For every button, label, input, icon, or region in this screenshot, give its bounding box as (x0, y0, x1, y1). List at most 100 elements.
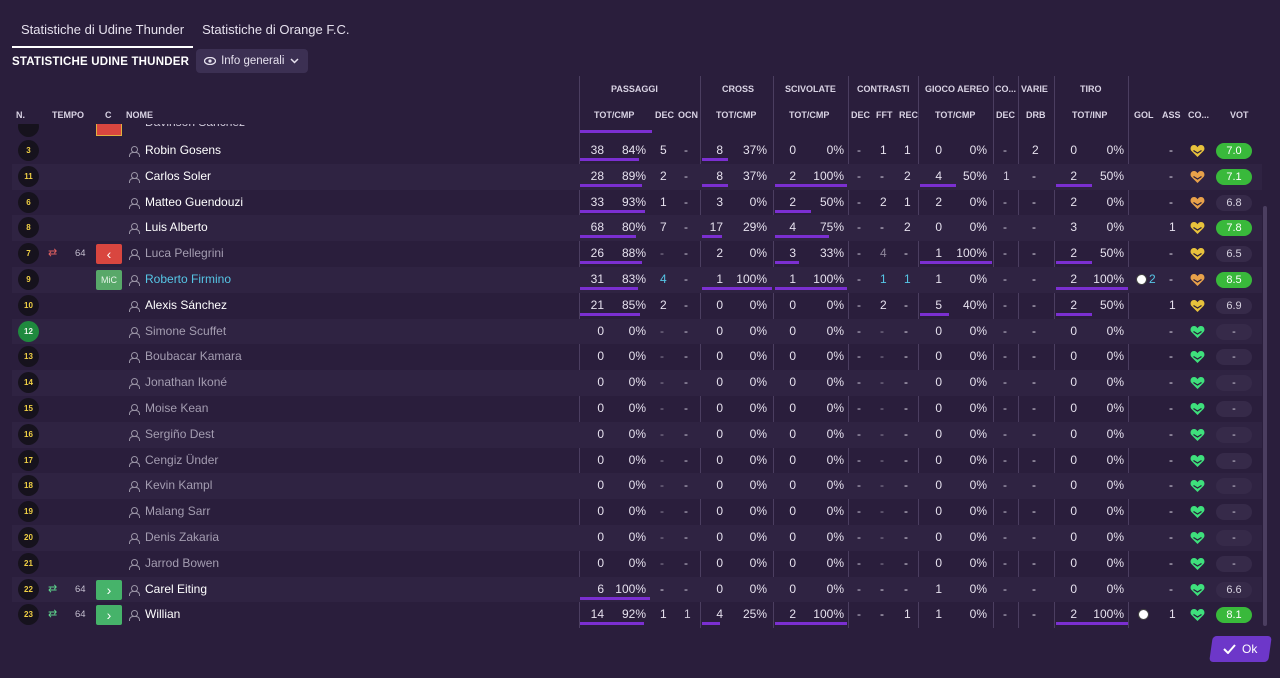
col-tiro-tot[interactable]: TOT/INP (1072, 110, 1108, 120)
player-name[interactable]: Simone Scuffet (145, 323, 227, 338)
player-name[interactable]: Roberto Firmino (145, 272, 232, 286)
person-icon (129, 171, 140, 183)
player-name[interactable]: Carlos Soler (145, 168, 212, 183)
player-name[interactable]: Alexis Sánchez (145, 297, 228, 312)
table-row[interactable]: 15 Moise Kean 0 0% - -0 0% 0 0% - - -0 0% - -0 0% - - (0, 396, 1262, 422)
group-varie: VARIE (1021, 84, 1048, 94)
table-row[interactable]: 6 Matteo Guendouzi 33 93% 1-3 0% 2 50% -2 1 2 0% - -2… (0, 190, 1262, 216)
player-name[interactable]: Boubacar Kamara (145, 349, 242, 364)
dribbles: - (1032, 426, 1036, 441)
shirt-number: 10 (18, 294, 39, 316)
aerial-total: 0 (935, 452, 942, 467)
col-sciv-tot[interactable]: TOT/CMP (789, 110, 830, 120)
col-c[interactable]: C (105, 110, 112, 120)
table-row[interactable]: 14 Jonathan Ikoné 0 0% - -0 0% 0 0% - - -0 0% - -0 0% - - (0, 370, 1262, 396)
pass-pct: 80% (621, 220, 646, 235)
player-name[interactable]: Jonathan Ikoné (145, 375, 228, 390)
table-row[interactable]: 13 Boubacar Kamara 0 0% - -0 0% 0 0% - - -0 0% - -0 0% -… (0, 344, 1262, 370)
col-cross-tot[interactable]: TOT/CMP (716, 110, 757, 120)
table-row[interactable]: 17 Cengiz Ünder 0 0% - -0 0% 0 0% - - -0 0% - -0 0% - - (0, 448, 1262, 474)
table-row[interactable]: 11 Carlos Soler 28 89% 2-8 37% 2 100% - -2 4 50% 1-2… (0, 163, 1262, 190)
aerial-pct: 0% (969, 504, 987, 519)
aerial-pct: 0% (969, 220, 987, 235)
col-number[interactable]: N. (16, 110, 25, 120)
col-pass-dec[interactable]: DEC (655, 110, 675, 120)
player-name[interactable]: Luca Pellegrini (145, 246, 224, 261)
player-name[interactable]: Denis Zakaria (145, 530, 220, 544)
tab-orange-fc[interactable]: Statistiche di Orange F.C. (202, 22, 350, 37)
co-dec: - (1003, 349, 1007, 364)
col-con-rec[interactable]: REC (899, 110, 919, 120)
table-row[interactable]: 12 Simone Scuffet 0 0% - -0 0% 0 0% - - -0 0% - -0 0% - - (0, 318, 1262, 345)
table-row[interactable]: 9 MiC Roberto Firmino 31 83% 4-1 100% 1 100% -1 1 1… (0, 267, 1262, 293)
table-row[interactable]: 16 Sergiño Dest 0 0% - -0 0% 0 0% - - -0 0% - -0 0% - - (0, 421, 1262, 448)
tackle-total: 0 (789, 426, 796, 441)
player-name[interactable]: Willian (145, 607, 181, 622)
tackle-bar (775, 622, 847, 626)
view-dropdown[interactable]: Info generali (196, 49, 309, 73)
co-dec: - (1003, 246, 1007, 261)
aerial-total: 0 (935, 426, 942, 441)
condition-heart-icon (1190, 351, 1205, 364)
player-name[interactable]: Luis Alberto (145, 220, 208, 235)
table-row[interactable]: 8 Luis Alberto 68 80% 7-17 29% 4 75% - -2 0 0% - -3 0%… (0, 215, 1262, 242)
col-ass[interactable]: ASS (1162, 110, 1181, 120)
shirt-number: 6 (18, 191, 39, 213)
divider (918, 76, 919, 628)
col-con-fft[interactable]: FFT (876, 110, 893, 120)
table-row[interactable]: 18 Kevin Kampl 0 0% - -0 0% 0 0% - - -0 0% - -0 0% - - (0, 473, 1262, 500)
divider (773, 76, 774, 628)
contest-rec: - (904, 426, 908, 441)
table-row[interactable]: 10 Alexis Sánchez 21 85% 2-0 0% 0 0% -2-5 40% - -2 5… (0, 293, 1262, 319)
player-name[interactable]: Sergiño Dest (145, 426, 215, 441)
table-row[interactable]: 22 ⇄ 64 › Carel Eiting 6 100% - -0 0% 0 0% - - -1 0% - -0… (0, 576, 1262, 603)
col-gol[interactable]: GOL (1134, 110, 1154, 120)
co-dec: - (1003, 323, 1007, 338)
ok-button[interactable]: Ok (1209, 636, 1272, 662)
table-row[interactable]: 19 Malang Sarr 0 0% - -0 0% 0 0% - - -0 0% - -0 0% - - (0, 499, 1262, 525)
col-pass-ocn[interactable]: OCN (678, 110, 698, 120)
cross-pct: 0% (749, 530, 767, 544)
condition-heart-icon (1190, 454, 1205, 467)
table-row[interactable]: 7 ⇄ 64 ‹ Luca Pellegrini 26 88% - -2 0% 3 33% -4-1 10… (0, 241, 1262, 267)
rating-badge: - (1216, 375, 1252, 392)
col-co-dec[interactable]: DEC (996, 110, 1016, 120)
col-tempo[interactable]: TEMPO (52, 110, 85, 120)
col-pass-tot[interactable]: TOT/CMP (594, 110, 635, 120)
col-co[interactable]: CO... (1188, 110, 1210, 120)
pass-ocn: - (684, 220, 688, 235)
col-vot[interactable]: VOT (1230, 110, 1249, 120)
col-con-dec[interactable]: DEC (851, 110, 871, 120)
pass-ocn: - (684, 504, 688, 519)
cross-total: 17 (709, 220, 723, 235)
player-name[interactable]: Carel Eiting (145, 581, 208, 596)
tab-udine-thunder[interactable]: Statistiche di Udine Thunder (12, 14, 194, 48)
shots-pct: 0% (1106, 323, 1124, 338)
divider (848, 76, 849, 628)
table-row[interactable]: 20 Denis Zakaria 0 0% - -0 0% 0 0% - - -0 0% - -0 0% - - (0, 525, 1262, 551)
cross-pct: 0% (749, 194, 767, 209)
player-name[interactable]: Matteo Guendouzi (145, 194, 244, 209)
player-name[interactable]: Malang Sarr (145, 504, 211, 519)
scrollbar[interactable] (1263, 206, 1267, 626)
col-nome[interactable]: NOME (126, 110, 153, 120)
co-dec: - (1003, 401, 1007, 415)
player-name[interactable]: Kevin Kampl (145, 478, 213, 493)
rating-badge: - (1216, 452, 1252, 469)
player-name[interactable]: Jarrod Bowen (145, 555, 220, 570)
aerial-pct: 0% (969, 607, 987, 622)
shots-pct: 100% (1093, 607, 1124, 622)
table-row[interactable]: 21 Jarrod Bowen 0 0% - -0 0% 0 0% - - -0 0% - -0 0% - - (0, 551, 1262, 577)
player-name[interactable]: Cengiz Ünder (145, 452, 219, 467)
shots-bar (1056, 183, 1092, 187)
table-row[interactable]: 3 Robin Gosens 38 84% 5-8 37% 0 0% -1 1 0 0% -2 0 0% -7… (0, 138, 1262, 164)
player-name[interactable]: Robin Gosens (145, 143, 222, 157)
col-aereo-tot[interactable]: TOT/CMP (935, 110, 976, 120)
rating-badge: - (1216, 530, 1252, 546)
contest-dec: - (857, 143, 861, 157)
table-row[interactable]: 23 ⇄ 64 › Willian 14 92% 1 1 4 25% 2 100% - -1 1 0% - -2 10… (0, 602, 1262, 628)
divider (579, 76, 580, 628)
tackle-pct: 0% (826, 478, 844, 493)
col-varie-drb[interactable]: DRB (1026, 110, 1046, 120)
player-name[interactable]: Moise Kean (145, 401, 209, 415)
